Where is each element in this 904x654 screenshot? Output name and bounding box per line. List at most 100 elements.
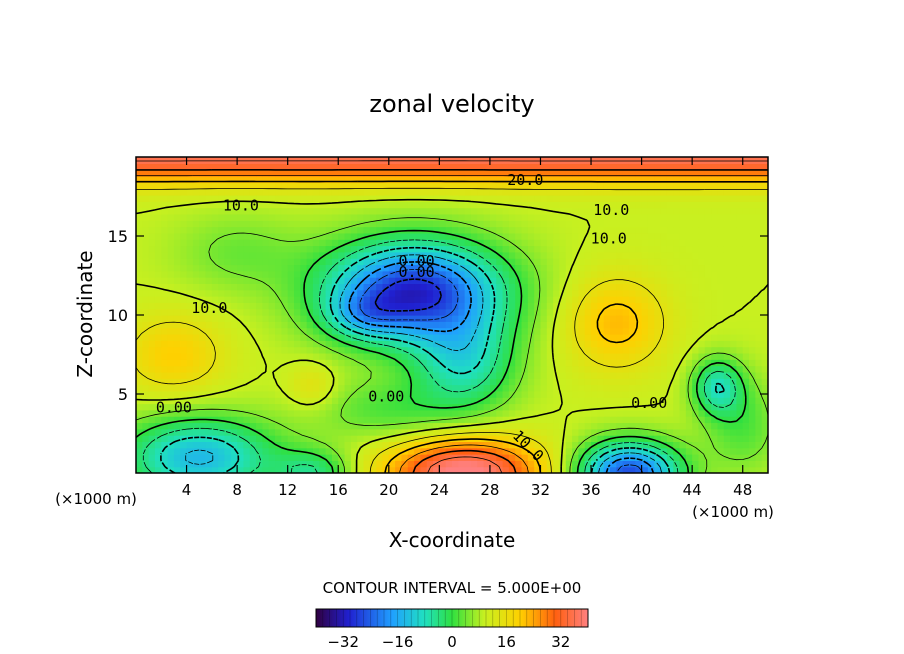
field-cell (591, 232, 598, 240)
field-cell (692, 232, 700, 240)
field-cell (218, 207, 226, 215)
field-cell (458, 220, 466, 228)
field-cell (546, 245, 554, 253)
field-cell (553, 359, 561, 367)
field-cell (761, 409, 768, 417)
field-cell (199, 207, 207, 215)
field-cell (641, 466, 649, 473)
field-cell (331, 371, 339, 379)
field-cell (730, 277, 737, 284)
field-cell (591, 245, 598, 253)
field-cell (521, 302, 529, 310)
field-cell (515, 270, 523, 278)
field-cell (477, 258, 485, 266)
field-cell (730, 403, 737, 411)
field-cell (685, 296, 693, 303)
field-cell (458, 371, 466, 379)
field-cell (711, 435, 719, 442)
field-cell (306, 371, 314, 379)
field-cell (515, 365, 523, 373)
field-cell (597, 327, 605, 335)
field-cell (603, 352, 611, 360)
field-cell (338, 188, 346, 196)
field-cell (211, 454, 219, 461)
field-cell (698, 359, 706, 367)
field-cell (717, 239, 725, 247)
field-cell (344, 289, 352, 297)
field-cell (287, 327, 295, 335)
field-cell (294, 207, 301, 215)
field-cell (717, 365, 725, 373)
field-cell (300, 321, 308, 329)
field-cell (237, 207, 245, 215)
field-cell (414, 416, 421, 424)
field-cell (553, 327, 561, 335)
field-cell (610, 188, 617, 196)
field-cell (641, 194, 649, 202)
field-cell (508, 422, 516, 430)
field-cell (458, 194, 466, 202)
field-cell (666, 315, 674, 322)
field-cell (376, 169, 384, 177)
field-cell (237, 264, 245, 272)
field-cell (237, 194, 245, 202)
field-cell (578, 169, 586, 177)
field-cell (306, 163, 314, 171)
field-cell (369, 283, 377, 291)
field-cell (154, 264, 162, 272)
field-cell (211, 441, 219, 449)
field-cell (230, 352, 238, 360)
field-cell (186, 213, 194, 221)
field-cell (312, 207, 320, 215)
field-cell (192, 378, 200, 386)
field-cell (205, 264, 213, 272)
field-cell (546, 454, 554, 461)
field-cell (388, 213, 396, 221)
field-cell (420, 409, 428, 417)
field-cell (243, 390, 251, 398)
field-cell (755, 163, 763, 171)
field-cell (148, 245, 156, 253)
field-cell (717, 264, 725, 272)
field-cell (350, 333, 358, 341)
field-cell (414, 182, 421, 190)
field-cell (647, 283, 655, 291)
field-cell (704, 359, 712, 367)
field-cell (742, 466, 750, 473)
field-cell (742, 289, 750, 297)
field-cell (711, 175, 719, 183)
field-cell (603, 403, 611, 411)
field-cell (483, 315, 491, 322)
field-cell (382, 308, 390, 316)
field-cell (553, 270, 561, 278)
field-cell (578, 409, 586, 417)
field-cell (167, 346, 175, 354)
field-cell (154, 327, 162, 335)
field-cell (331, 352, 339, 360)
field-cell (325, 201, 333, 209)
field-cell (635, 194, 643, 202)
field-cell (749, 333, 756, 341)
field-cell (192, 466, 200, 473)
field-cell (597, 321, 605, 329)
field-cell (496, 245, 504, 253)
field-cell (420, 321, 428, 329)
field-cell (180, 182, 188, 190)
field-cell (275, 232, 282, 240)
field-cell (603, 454, 611, 461)
field-cell (388, 359, 396, 367)
field-cell (502, 270, 510, 278)
field-cell (142, 188, 150, 196)
field-cell (180, 226, 188, 234)
field-cell (641, 264, 649, 272)
field-cell (628, 466, 636, 473)
field-cell (312, 403, 320, 411)
field-cell (736, 378, 744, 386)
field-cell (281, 226, 289, 234)
field-cell (350, 207, 358, 215)
field-cell (142, 403, 150, 411)
field-cell (698, 352, 706, 360)
field-cell (755, 258, 763, 266)
field-cell (281, 220, 289, 228)
field-cell (376, 460, 384, 468)
